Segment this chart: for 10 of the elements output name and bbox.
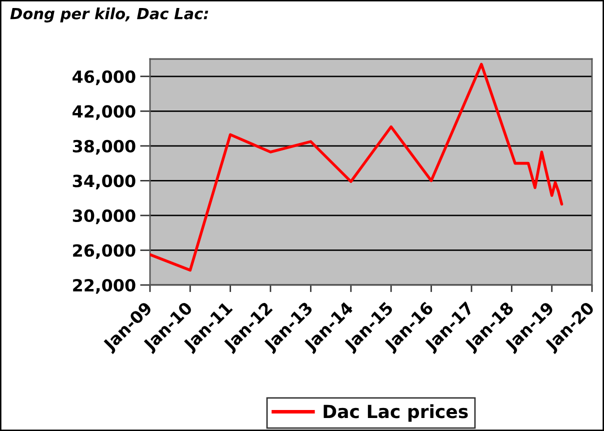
y-tick-label: 46,000: [72, 70, 136, 86]
line-series: [150, 62, 564, 272]
legend-label: Dac Lac prices: [324, 404, 468, 422]
y-tick-label: 26,000: [73, 244, 136, 259]
y-tick-label: 22,000: [73, 278, 136, 294]
y-tick-label: 30,000: [72, 209, 136, 224]
y-tick-label: 42,000: [72, 105, 136, 120]
y-tick-label: 38,000: [72, 140, 136, 155]
y-tick-label: 34,000: [72, 174, 136, 190]
chart-title: Dong per kilo, Dac Lac:: [10, 8, 208, 22]
